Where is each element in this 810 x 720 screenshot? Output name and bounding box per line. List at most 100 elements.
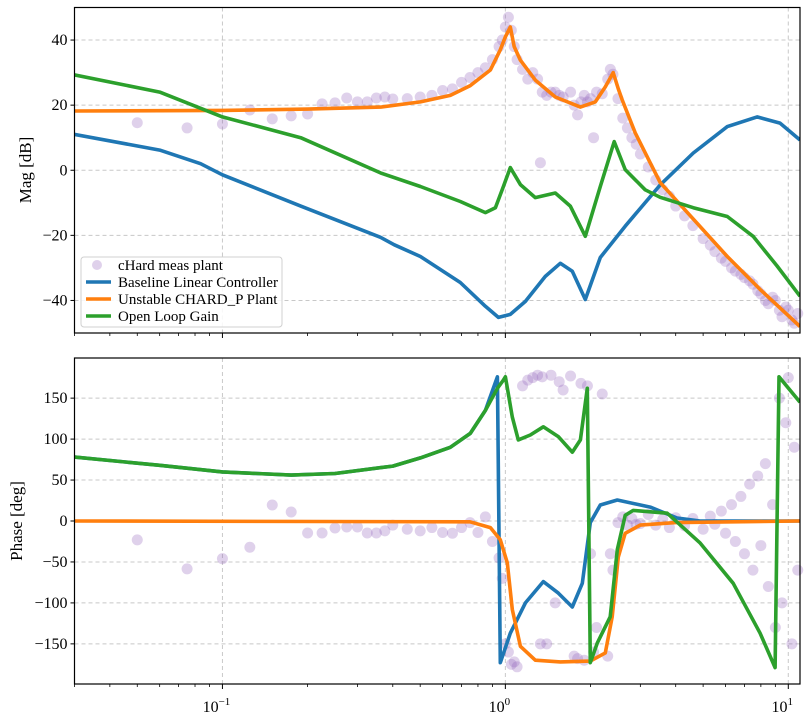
scatter-point [379,91,391,103]
series-line-unstable-chard-p-plant [74,25,800,328]
y-tick-label: 0 [60,162,68,179]
scatter-point [456,76,468,88]
scatter-point [759,458,771,470]
x-tick-label-exponent: −1 [219,696,231,708]
scatter-point [617,112,629,124]
scatter-point [604,548,616,560]
x-tick-label-base: 10 [772,699,788,716]
phase-axis-label: Phase [deg] [7,481,26,561]
y-tick-label: −20 [42,227,67,244]
scatter-point [437,526,449,538]
scatter-point [446,527,458,539]
y-tick-label: −50 [42,554,67,571]
scatter-point [767,499,779,511]
scatter-point [572,109,584,121]
scatter-point [578,89,590,101]
scatter-point [387,93,399,105]
scatter-point [302,108,314,120]
x-tick-label: 100 [489,696,511,716]
scatter-point [216,553,228,565]
scatter-point [612,517,624,529]
scatter-point [776,597,788,609]
scatter-point [553,376,565,388]
legend-label-plant: Unstable CHARD_P Plant [118,292,278,308]
scatter-point [370,527,382,539]
legend-box [80,256,283,328]
scatter-point [351,521,363,533]
scatter-point [591,621,603,633]
series-line-open-loop-gain [74,73,800,298]
y-tick-label: 0 [60,513,68,530]
scatter-point [414,525,426,537]
scatter-point [285,506,297,518]
x-tick-label-exponent: 0 [505,696,511,708]
scatter-point [131,534,143,546]
y-tick-label: 50 [52,472,68,489]
x-tick-label: 101 [772,696,794,716]
scatter-point [697,523,709,535]
scatter-point [316,98,328,110]
scatter-point [735,490,747,502]
scatter-point [181,563,193,575]
scatter-point [747,564,759,576]
scatter-point [557,384,569,396]
scatter-point [755,540,767,552]
scatter-point [545,369,557,381]
scatter-point [426,522,438,534]
scatter-point [464,71,476,83]
scatter-point [782,372,794,384]
y-tick-label: 40 [52,32,68,49]
scatter-point [351,96,363,108]
scatter-point [486,535,498,547]
scatter-point [285,110,297,122]
axes-frame [73,6,801,334]
scatter-point [568,650,580,662]
x-tick-label-base: 10 [203,699,219,716]
scatter-point [401,93,413,105]
scatter-point [588,132,600,144]
y-tick-label: −100 [34,595,67,612]
legend: cHard meas plant Baseline Linear Control… [80,256,283,328]
scatter-point [244,541,256,553]
scatter-point [534,157,546,169]
scatter-point [704,510,716,522]
y-tick-label: 100 [44,431,68,448]
scatter-point [780,417,792,429]
scatter-point [581,380,593,392]
x-tick-label: 10−1 [203,696,231,716]
scatter-point [575,377,587,389]
scatter-point [505,658,517,670]
scatter-point [715,505,727,517]
scatter-point [726,499,738,511]
legend-label-open-loop: Open Loop Gain [118,309,219,325]
scatter-point [361,527,373,539]
x-tick-label-exponent: 1 [788,696,794,708]
scatter-point [379,525,391,537]
scatter-point [792,307,804,319]
scatter-point [709,246,721,258]
scatter-point [762,581,774,593]
scatter-point [511,661,523,673]
scatter-point [621,122,633,134]
scatter-point [596,388,608,400]
scatter-point [370,92,382,104]
scatter-point [401,523,413,535]
y-tick-label: 150 [44,390,68,407]
scatter-point [792,564,804,576]
scatter-point [541,638,553,650]
axes-frame [73,357,801,685]
scatter-point [697,233,709,245]
scatter-point [729,535,741,547]
scatter-point [534,638,546,650]
scatter-point [131,117,143,129]
scatter-point [565,86,577,98]
scatter-point [181,122,193,134]
y-tick-label: −150 [34,636,67,653]
x-tick-label-base: 10 [489,699,505,716]
y-tick-label: −40 [42,292,67,309]
scatter-series-measured-plant [131,11,804,329]
scatter-point [361,96,373,108]
y-tick-label: 20 [52,97,68,114]
